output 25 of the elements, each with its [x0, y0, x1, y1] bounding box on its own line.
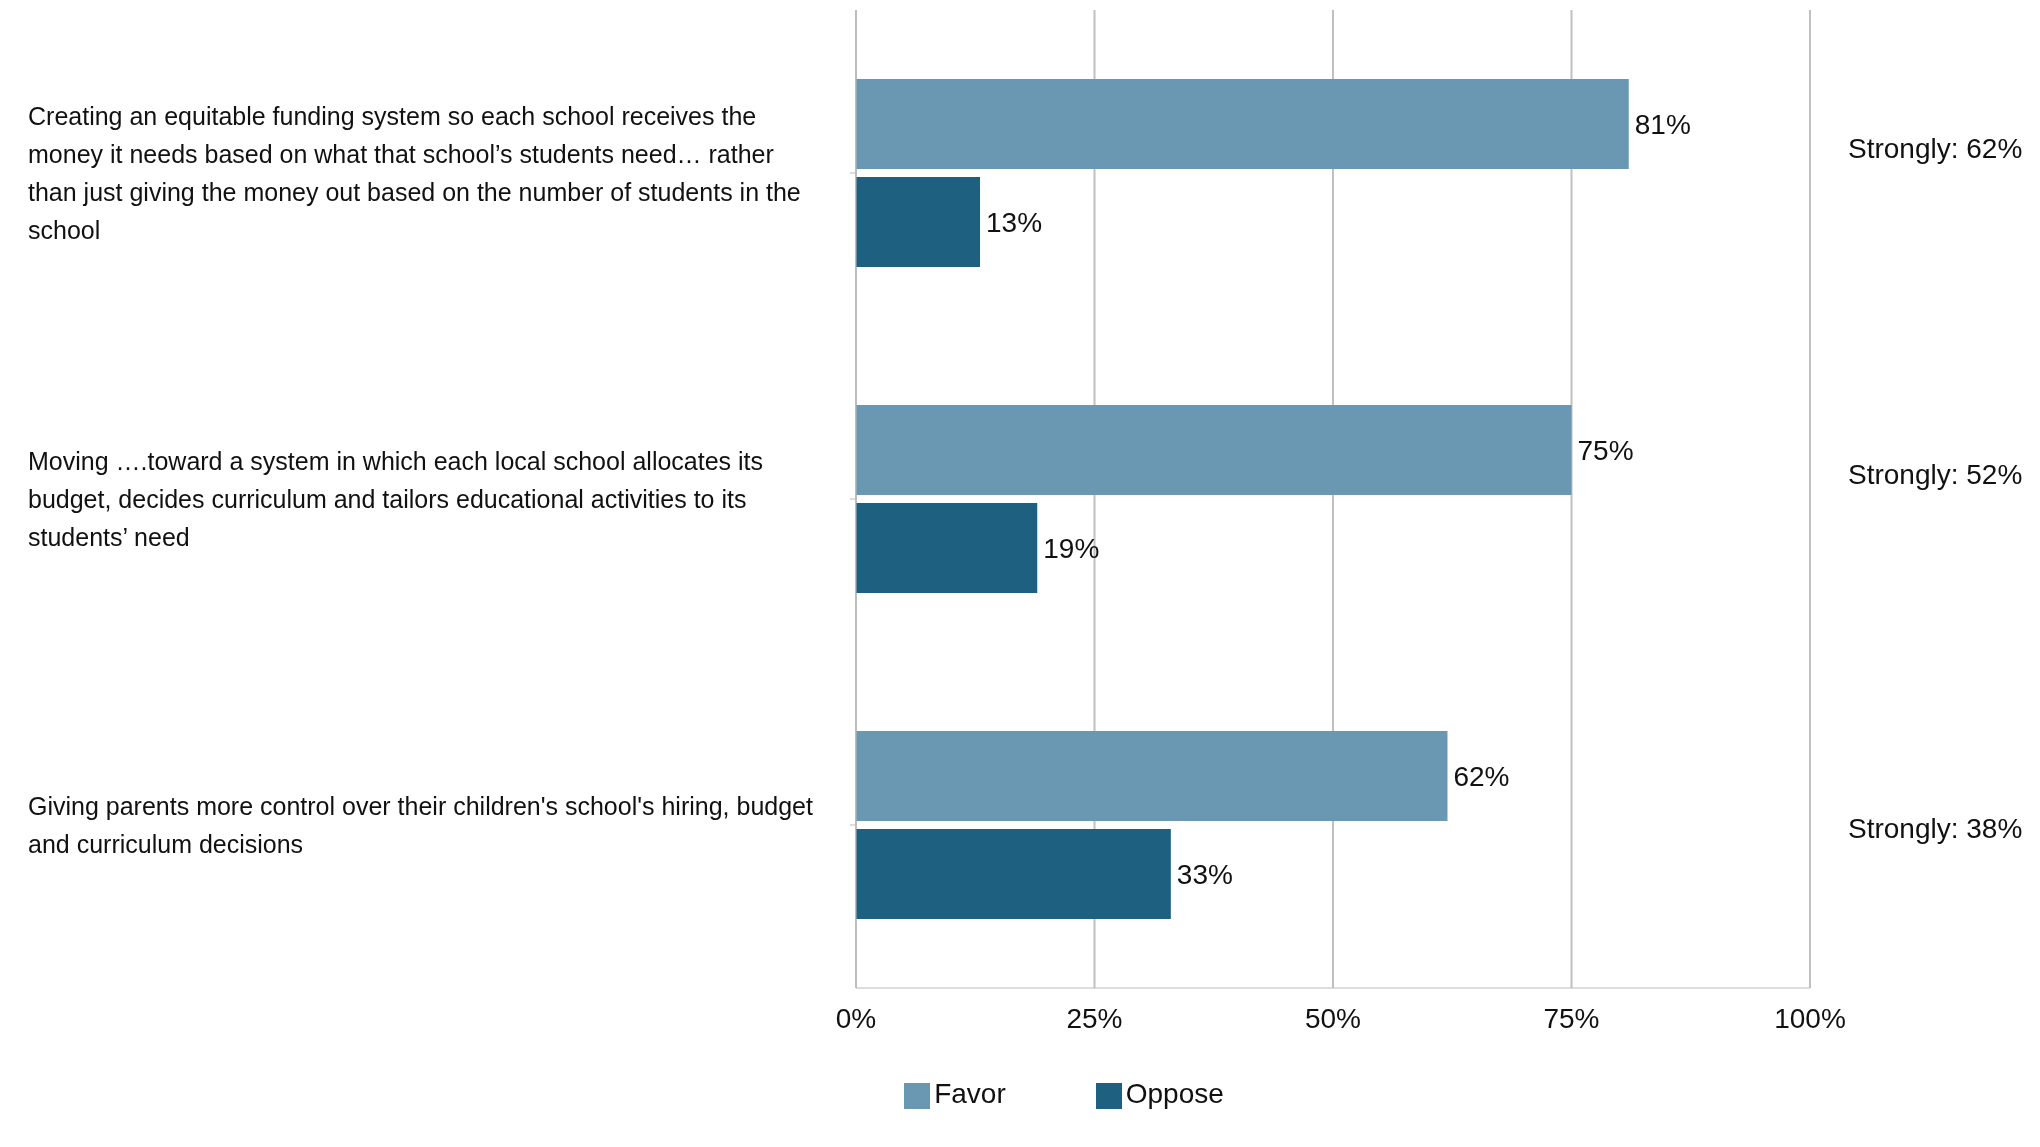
data-label: 13%	[986, 206, 1043, 238]
bar	[856, 829, 1171, 919]
x-tick-label: 25%	[1066, 1002, 1123, 1034]
text: Strongly: 52%	[1848, 459, 2023, 491]
data-label: 75%	[1577, 434, 1634, 466]
data-label: 33%	[1176, 858, 1233, 890]
bar	[856, 731, 1448, 821]
y-tick-label: Giving parents more control over their children's school's hiring, budget and curriculum decisions	[28, 791, 814, 860]
data-label: 19%	[1043, 532, 1100, 564]
x-tick-label: 100%	[1774, 1002, 1846, 1034]
text: Strongly: 38%	[1848, 813, 2023, 845]
data-label: 81%	[1634, 108, 1691, 140]
data-label: 62%	[1453, 760, 1510, 792]
bar	[856, 177, 981, 267]
text: Strongly: 62%	[1848, 133, 2023, 165]
x-tick-label: 75%	[1543, 1002, 1600, 1034]
legend-label: Oppose	[1125, 1078, 1224, 1109]
legend-label: Favor	[934, 1078, 1006, 1109]
x-tick-label: 50%	[1304, 1002, 1362, 1034]
bar	[856, 405, 1572, 495]
bar	[856, 503, 1038, 593]
x-tick-label: 0%	[835, 1002, 877, 1034]
bar	[856, 79, 1629, 169]
y-tick-label: Moving ….toward a system in which each local school allocates its budget, decides curriculum and tailors educational activities to its students’ need	[28, 446, 765, 553]
y-tick-label: Creating an equitable funding system so each school receives the money it needs based on what that school’s students need… rather than just giving the money out based on the number of students in the school	[28, 101, 802, 246]
